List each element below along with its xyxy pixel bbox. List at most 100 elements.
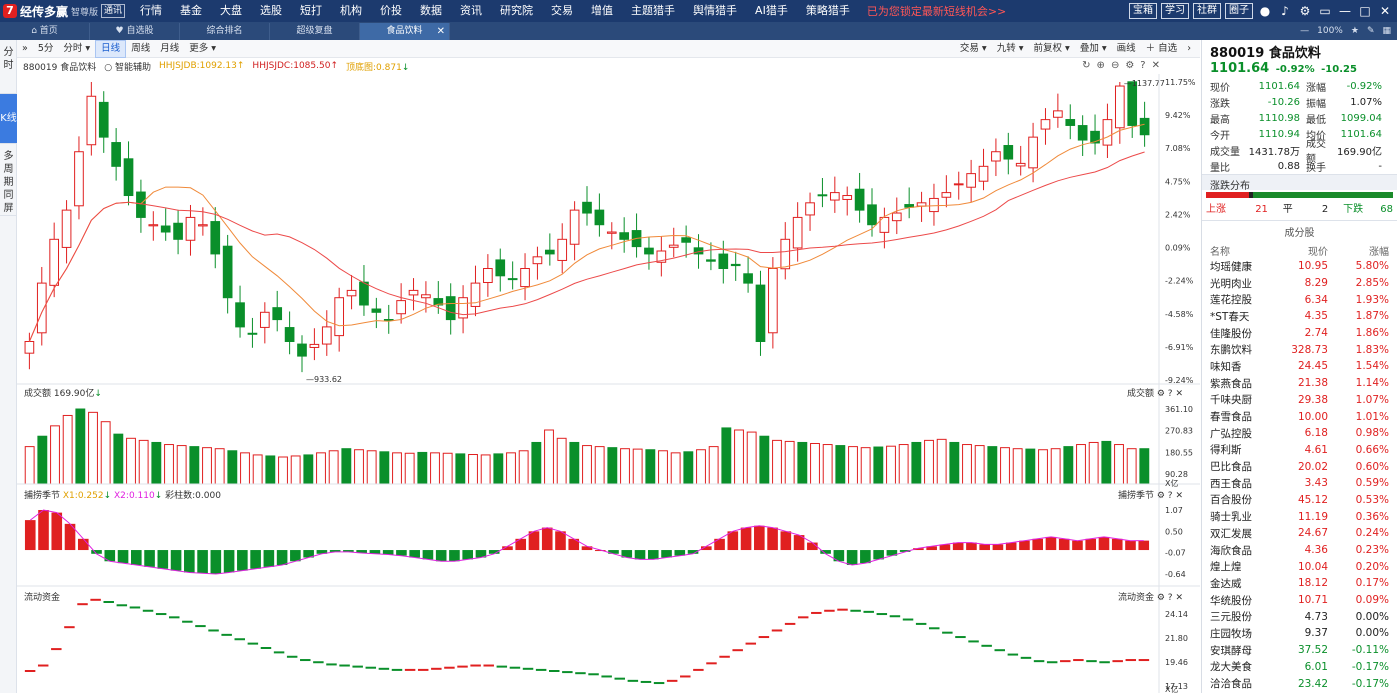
- bell-icon[interactable]: ♪: [1281, 4, 1289, 18]
- nav-item[interactable]: 短打: [300, 4, 323, 17]
- stock-row[interactable]: 得利斯 4.61 0.66%: [1210, 443, 1389, 457]
- stock-row[interactable]: 安琪酵母 37.52 -0.11%: [1210, 644, 1389, 657]
- tab-ranking[interactable]: 综合排名: [180, 23, 270, 40]
- nav-item[interactable]: 研究院: [500, 4, 534, 17]
- nav-item[interactable]: AI猎手: [755, 4, 788, 17]
- high-price-label: —1137.77: [1124, 79, 1165, 88]
- stock-row[interactable]: 海欣食品 4.36 0.23%: [1210, 544, 1389, 557]
- nav-item[interactable]: 行情: [140, 4, 163, 17]
- zoom-out-chart-icon[interactable]: ⊖: [1110, 60, 1120, 71]
- stock-row[interactable]: 千味央厨 29.38 1.07%: [1210, 393, 1389, 407]
- macd-bar: [184, 550, 195, 573]
- nav-item[interactable]: 资讯: [460, 4, 483, 17]
- view-multi-period[interactable]: 多周期同屏: [0, 144, 17, 216]
- stock-row[interactable]: 金达威 18.12 0.17%: [1210, 577, 1389, 590]
- tab-grid-icon[interactable]: ▦: [1382, 26, 1391, 36]
- tab-review[interactable]: 超级复盘: [270, 23, 360, 40]
- adjust-menu[interactable]: 前复权 ▾: [1033, 43, 1070, 54]
- stock-row[interactable]: 广弘控股 6.18 0.98%: [1210, 427, 1389, 440]
- nav-item[interactable]: 机构: [340, 4, 363, 17]
- trade-menu[interactable]: 交易 ▾: [959, 43, 987, 54]
- nav-item[interactable]: 舆情猎手: [693, 4, 738, 17]
- treasure-button[interactable]: 宝箱: [1129, 3, 1157, 19]
- help-icon[interactable]: ?: [1140, 60, 1146, 71]
- kline-chart-area[interactable]: —1137.77 —933.62 11.75% 9.42% 7.08% 4.75% 2.4…: [17, 74, 1200, 693]
- pin-icon[interactable]: ✎: [1366, 26, 1375, 36]
- stock-row[interactable]: 煌上煌 10.04 0.20%: [1210, 560, 1389, 574]
- stock-row[interactable]: 光明肉业 8.29 2.85%: [1210, 277, 1389, 290]
- circle-button[interactable]: 圈子: [1225, 3, 1253, 19]
- maximize-icon[interactable]: □: [1359, 4, 1371, 18]
- volume-bar: [772, 439, 782, 485]
- nav-item[interactable]: 价投: [380, 4, 403, 17]
- tab-close-icon[interactable]: ✕: [436, 26, 445, 37]
- promo-link[interactable]: 已为您锁定最新短线机会>>: [866, 5, 1007, 18]
- tab-watchlist[interactable]: ♥ 自选股: [90, 23, 180, 40]
- nav-item[interactable]: 选股: [260, 4, 283, 17]
- stock-row[interactable]: 百合股份 45.12 0.53%: [1210, 493, 1389, 507]
- macd-bar: [329, 550, 341, 552]
- stock-row[interactable]: 佳隆股份 2.74 1.86%: [1210, 327, 1389, 340]
- volume-bar: [303, 454, 314, 485]
- period-more[interactable]: 更多 ▾: [189, 42, 217, 54]
- stock-row[interactable]: 莲花控股 6.34 1.93%: [1210, 293, 1389, 307]
- gear-icon[interactable]: ⚙: [1299, 4, 1311, 18]
- stock-row[interactable]: 东鹏饮料 328.73 1.83%: [1210, 343, 1389, 357]
- stock-row[interactable]: *ST春天 4.35 1.87%: [1210, 310, 1389, 323]
- zoom-out-icon[interactable]: —: [1300, 26, 1310, 36]
- smart-assist-toggle[interactable]: ○ 智能辅助: [104, 62, 151, 73]
- nav-item[interactable]: 主题猎手: [631, 4, 676, 17]
- stock-row[interactable]: 龙大美食 6.01 -0.17%: [1210, 660, 1389, 674]
- nav-item[interactable]: 大盘: [220, 4, 243, 17]
- user-icon[interactable]: ●: [1259, 4, 1271, 18]
- tab-home[interactable]: ⌂ 首页: [0, 23, 90, 40]
- stock-row[interactable]: 西王食品 3.43 0.59%: [1210, 477, 1389, 490]
- nav-item[interactable]: 基金: [180, 4, 203, 17]
- add-watchlist-button[interactable]: ＋ 自选: [1145, 43, 1178, 54]
- stock-row[interactable]: 紫燕食品 21.38 1.14%: [1210, 377, 1389, 390]
- period-monthly[interactable]: 月线: [160, 42, 180, 54]
- volume-bar: [1139, 448, 1150, 485]
- stock-row[interactable]: 骑士乳业 11.19 0.36%: [1210, 510, 1389, 524]
- settings-icon[interactable]: ⚙: [1125, 60, 1135, 71]
- star-icon[interactable]: ★: [1350, 26, 1359, 36]
- period-timeshare[interactable]: 分时 ▾: [63, 42, 91, 54]
- close-chart-icon[interactable]: ✕: [1151, 60, 1160, 71]
- window-icon[interactable]: ▭: [1319, 4, 1331, 18]
- period-5min[interactable]: 5分: [37, 42, 54, 54]
- view-kline[interactable]: K线: [0, 94, 17, 144]
- zoom-in-icon[interactable]: ⊕: [1096, 60, 1105, 71]
- overlay-menu[interactable]: 叠加 ▾: [1079, 43, 1107, 54]
- stock-row[interactable]: 洽洽食品 23.42 -0.17%: [1210, 677, 1389, 691]
- stock-row[interactable]: 味知香 24.45 1.54%: [1210, 360, 1389, 373]
- stock-row[interactable]: 华统股份 10.71 0.09%: [1210, 594, 1389, 607]
- learn-button[interactable]: 学习: [1161, 3, 1189, 19]
- view-timeshare[interactable]: 分时: [0, 40, 17, 94]
- draw-line-button[interactable]: 画线: [1116, 43, 1136, 54]
- nav-item[interactable]: 数据: [420, 4, 443, 17]
- stock-row[interactable]: 庄园牧场 9.37 0.00%: [1210, 627, 1389, 640]
- collapse-icon[interactable]: »: [22, 42, 28, 54]
- stock-row[interactable]: 三元股份 4.73 0.00%: [1210, 610, 1389, 624]
- stock-row[interactable]: 巴比食品 20.02 0.60%: [1210, 460, 1389, 474]
- left-view-strip: 分时 K线 多周期同屏: [0, 40, 17, 693]
- main-price-chart: —1137.77 —933.62: [24, 79, 1165, 384]
- stock-row[interactable]: 双汇发展 24.67 0.24%: [1210, 527, 1389, 540]
- tab-food-beverage[interactable]: 食品饮料 ✕: [360, 23, 450, 40]
- candle-body: [1065, 119, 1076, 126]
- refresh-icon[interactable]: ↻: [1082, 60, 1091, 71]
- nav-item[interactable]: 增值: [591, 4, 614, 17]
- volume-bar: [252, 454, 263, 485]
- expand-icon[interactable]: ›: [1187, 43, 1191, 54]
- nine-turn-menu[interactable]: 九转 ▾: [996, 43, 1024, 54]
- stock-row[interactable]: 均瑶健康 10.95 5.80%: [1210, 260, 1389, 273]
- app-badge[interactable]: 通讯: [101, 4, 126, 18]
- stock-row[interactable]: 春雪食品 10.00 1.01%: [1210, 410, 1389, 424]
- nav-item[interactable]: 交易: [551, 4, 574, 17]
- nav-item[interactable]: 策略猎手: [805, 4, 850, 17]
- close-icon[interactable]: ✕: [1379, 4, 1391, 18]
- community-button[interactable]: 社群: [1193, 3, 1221, 19]
- period-daily[interactable]: 日线: [95, 39, 127, 58]
- minimize-icon[interactable]: —: [1339, 4, 1351, 18]
- period-weekly[interactable]: 周线: [131, 42, 151, 54]
